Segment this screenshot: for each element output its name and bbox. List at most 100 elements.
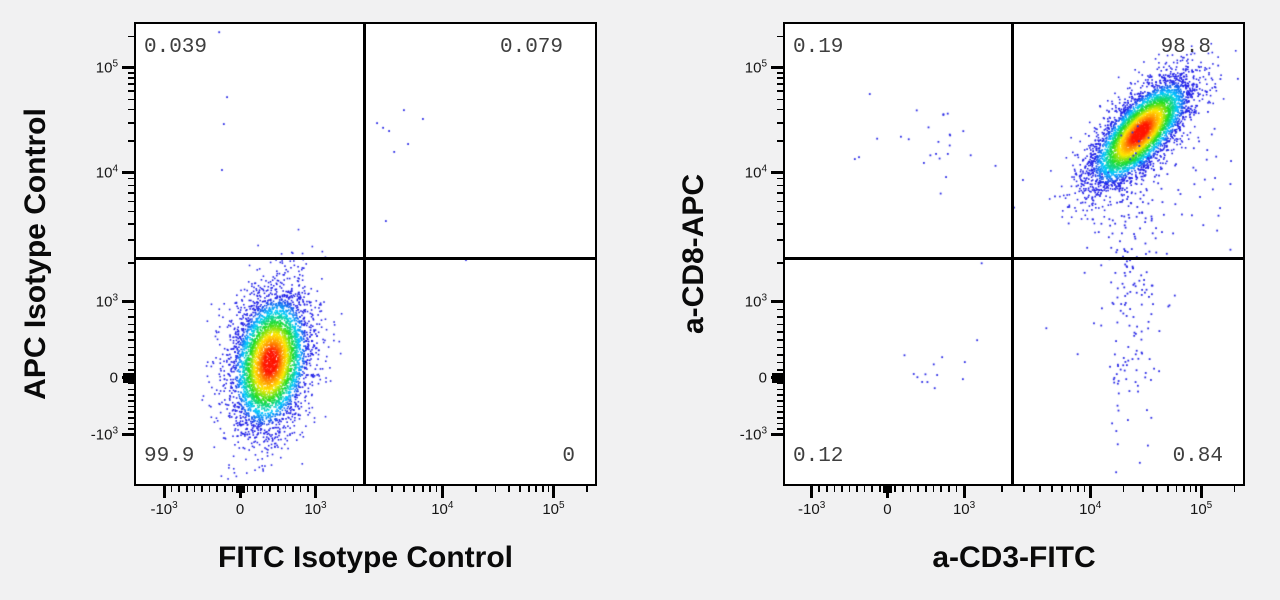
x-axis-minor-tick: [292, 486, 294, 492]
x-tick-label: 103: [304, 500, 327, 518]
x-axis-minor-tick: [1039, 486, 1041, 492]
y-tick-label: 103: [744, 292, 767, 311]
y-tick-label: 103: [95, 292, 118, 311]
x-axis-minor-tick: [170, 486, 173, 492]
x-tick-label: -103: [798, 500, 826, 518]
x-axis-minor-tick: [231, 486, 234, 492]
x-tick-label: 103: [952, 500, 976, 518]
x-axis-minor-tick: [871, 486, 874, 492]
x-axis-minor-tick: [519, 486, 521, 492]
x-axis-label: FITC Isotype Control: [218, 541, 513, 574]
x-axis-minor-tick: [1156, 486, 1158, 492]
x-axis-minor-tick: [421, 486, 424, 492]
y-axis-major-tick: [771, 66, 783, 70]
x-axis-minor-tick: [284, 486, 287, 492]
x-axis-major-tick: [162, 486, 166, 498]
x-axis-minor-tick: [1175, 486, 1178, 492]
x-axis-minor-tick: [1142, 486, 1144, 492]
x-axis-minor-tick: [1166, 486, 1169, 492]
y-tick-label: 105: [95, 58, 118, 77]
x-axis-minor-tick: [1195, 486, 1197, 492]
x-axis-minor-tick: [246, 486, 249, 492]
x-axis-minor-tick: [254, 486, 256, 492]
x-axis-minor-tick: [508, 486, 511, 492]
x-axis-minor-tick: [535, 486, 538, 492]
plot-area-isotype-control: 0.039 0.079 99.9 0: [134, 22, 597, 486]
x-axis-minor-tick: [1001, 486, 1003, 492]
y-axis-major-tick: [122, 66, 134, 70]
y-axis-label: a-CD8-APC: [677, 173, 710, 335]
y-axis-major-tick: [122, 171, 134, 175]
x-axis-minor-tick: [856, 486, 858, 492]
x-axis-minor-tick: [901, 486, 904, 492]
x-tick-label: 105: [542, 500, 565, 518]
x-axis-minor-tick: [955, 486, 958, 492]
quadrant-stat-top-left: 0.039: [144, 36, 208, 59]
x-axis-minor-tick: [276, 486, 279, 492]
x-axis-minor-tick: [391, 486, 393, 492]
quadrant-divider-vertical: [363, 22, 367, 486]
x-axis-minor-tick: [193, 486, 196, 492]
y-tick-label: 0: [109, 369, 118, 387]
x-axis-minor-tick: [1122, 486, 1125, 492]
x-axis-minor-tick: [299, 486, 302, 492]
x-tick-label: -103: [150, 500, 178, 518]
y-axis-zero-tick-cluster: [772, 372, 783, 383]
x-axis-minor-tick: [1023, 486, 1026, 492]
x-axis-minor-tick: [307, 486, 309, 492]
x-axis-minor-tick: [375, 486, 377, 492]
quadrant-divider-horizontal: [783, 256, 1245, 260]
x-axis-minor-tick: [947, 486, 950, 492]
x-axis-minor-tick: [208, 486, 211, 492]
quadrant-divider-vertical: [1010, 22, 1014, 486]
x-axis-minor-tick: [848, 486, 851, 492]
x-axis-minor-tick: [201, 486, 203, 492]
x-axis-minor-tick: [833, 486, 836, 492]
x-axis-minor-tick: [178, 486, 181, 492]
y-axis-major-tick: [122, 300, 134, 304]
x-axis-minor-tick: [435, 486, 438, 492]
plot-area-cd3-cd8: 0.19 98.8 0.12 0.84: [783, 22, 1245, 486]
quadrant-stat-bottom-right: 0: [562, 445, 575, 468]
y-tick-label: 104: [744, 163, 767, 182]
x-axis-minor-tick: [475, 486, 477, 492]
x-axis-minor-tick: [547, 486, 550, 492]
x-axis-major-tick: [238, 486, 242, 498]
y-axis-major-tick: [122, 433, 134, 437]
y-axis-major-tick: [122, 376, 134, 380]
x-axis-minor-tick: [879, 486, 881, 492]
x-axis-zero-tick-cluster: [882, 486, 892, 493]
x-axis-minor-tick: [863, 486, 866, 492]
quadrant-stat-top-right: 0.079: [499, 36, 563, 59]
x-axis-major-tick: [962, 486, 966, 498]
x-axis-minor-tick: [1051, 486, 1054, 492]
x-axis-minor-tick: [541, 486, 544, 492]
quadrant-stat-top-left: 0.19: [793, 36, 844, 59]
x-tick-label: 0: [883, 501, 892, 518]
x-axis-minor-tick: [1077, 486, 1079, 492]
x-axis-minor-tick: [1183, 486, 1185, 492]
y-tick-label: 104: [95, 163, 118, 182]
x-axis-major-tick: [551, 486, 555, 498]
x-axis-major-tick: [885, 486, 889, 498]
quadrant-stat-bottom-left: 99.9: [144, 445, 195, 468]
x-axis-minor-tick: [1069, 486, 1072, 492]
x-axis-minor-tick: [1233, 486, 1236, 492]
x-axis-minor-tick: [186, 486, 188, 492]
x-axis-minor-tick: [224, 486, 226, 492]
x-axis-label: a-CD3-FITC: [932, 541, 1096, 574]
x-axis-minor-tick: [261, 486, 264, 492]
x-axis-minor-tick: [413, 486, 415, 492]
y-axis-major-tick: [771, 376, 783, 380]
x-axis-minor-tick: [1189, 486, 1192, 492]
x-axis-major-tick: [1088, 486, 1092, 498]
x-axis-minor-tick: [528, 486, 530, 492]
x-axis-minor-tick: [932, 486, 935, 492]
y-tick-label: 105: [744, 58, 767, 77]
x-axis-minor-tick: [917, 486, 919, 492]
y-tick-label: -103: [90, 425, 118, 444]
x-axis-minor-tick: [429, 486, 431, 492]
y-axis-label: APC Isotype Control: [19, 108, 52, 400]
x-axis-minor-tick: [825, 486, 828, 492]
x-axis-major-tick: [313, 486, 317, 498]
